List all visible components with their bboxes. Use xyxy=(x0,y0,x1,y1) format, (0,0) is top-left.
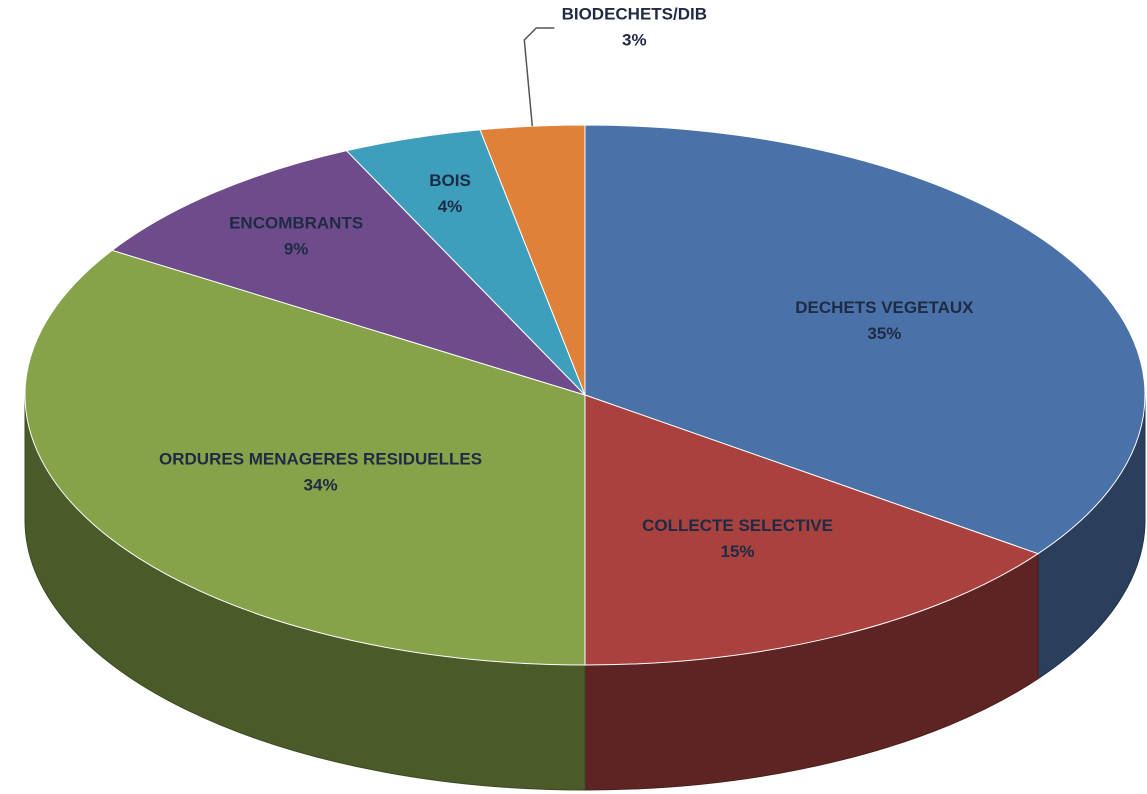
slice-value-label: 35% xyxy=(867,324,901,343)
pie-slice xyxy=(584,394,1040,666)
slice-value-label: 34% xyxy=(304,476,338,495)
slice-label: BOIS xyxy=(429,171,471,190)
slice-label: BIODECHETS/DIB xyxy=(562,4,707,23)
leader-line xyxy=(523,27,555,127)
slice-value-label: 4% xyxy=(438,197,463,216)
slice-value-label: 15% xyxy=(721,542,755,561)
slice-value-label: 9% xyxy=(284,240,309,259)
pie-slice xyxy=(111,150,586,396)
pie-slice xyxy=(24,249,586,666)
slice-value-label: 3% xyxy=(622,30,647,49)
slice-label: DECHETS VEGETAUX xyxy=(795,298,974,317)
slice-label: ENCOMBRANTS xyxy=(229,214,363,233)
pie-slice xyxy=(584,124,1146,555)
slice-label: ORDURES MENAGERES RESIDUELLES xyxy=(159,450,482,469)
slice-label: COLLECTE SELECTIVE xyxy=(642,516,833,535)
